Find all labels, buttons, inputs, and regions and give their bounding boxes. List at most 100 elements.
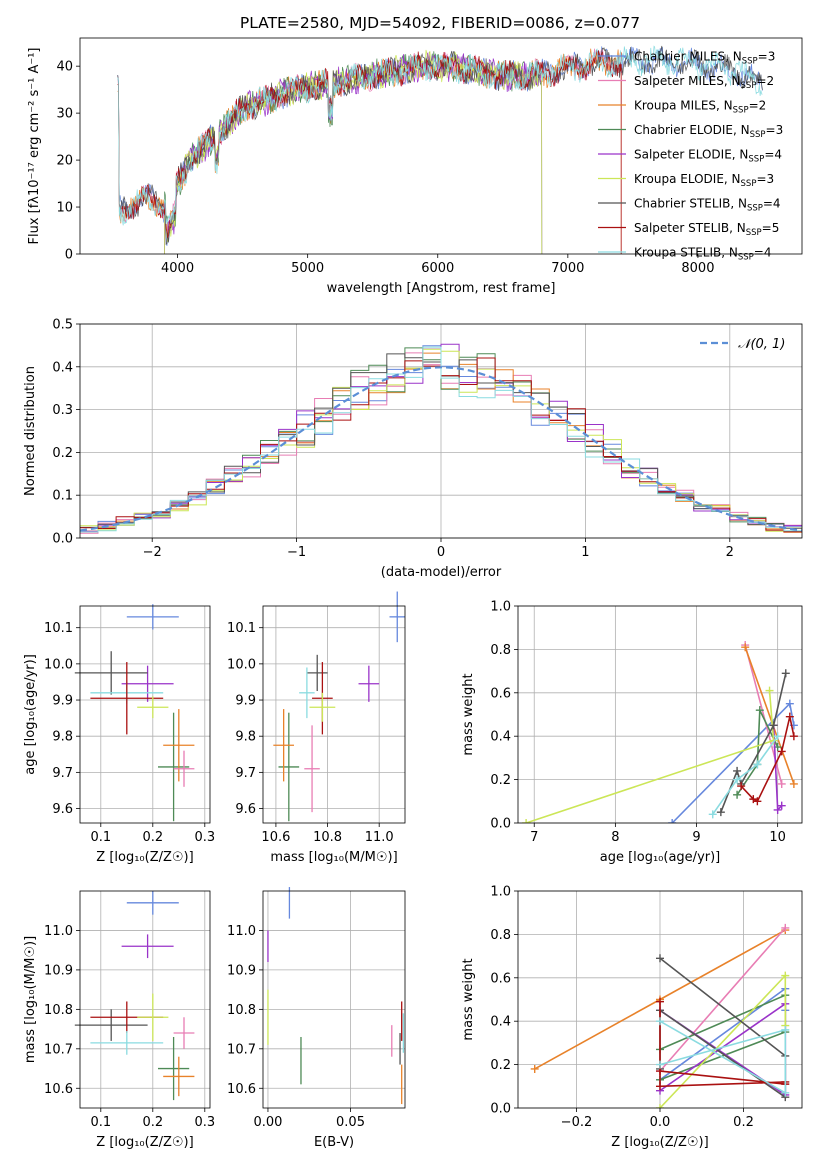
- weight-marker: [749, 795, 758, 804]
- x-tick-label: 0.3: [194, 1115, 215, 1130]
- data-point-ks: [90, 1031, 164, 1055]
- weight-marker: [753, 760, 762, 769]
- x-tick-label: 5000: [291, 261, 324, 276]
- weight-marker: [522, 819, 531, 823]
- x-tick-label: 8: [611, 830, 619, 845]
- y-axis-label: Flux [fλ10⁻¹⁷ erg cm⁻² s⁻¹ A⁻¹]: [27, 48, 42, 245]
- x-tick-label: −0.2: [561, 1115, 593, 1130]
- y-tick-label: 10.1: [227, 621, 256, 636]
- y-tick-label: 20: [56, 154, 73, 169]
- y-tick-label: 0.0: [490, 817, 511, 832]
- data-point-cs: [74, 651, 148, 695]
- x-axis-label: wavelength [Angstrom, rest frame]: [327, 281, 556, 296]
- weight-marker: [769, 721, 778, 730]
- data-point-ce: [278, 712, 300, 822]
- y-tick-label: 10.9: [227, 963, 256, 978]
- weight-line-ce: [736, 709, 779, 796]
- plot-area-age_vs_mass: [273, 591, 405, 822]
- x-tick-label: 10: [769, 830, 786, 845]
- x-tick-label: 10.6: [261, 830, 290, 845]
- y-tick-label: 10.0: [44, 657, 73, 672]
- legend-label: Kroupa ELODIE, NSSP=3: [634, 172, 774, 189]
- y-tick-label: 10.0: [227, 657, 256, 672]
- data-point-cm: [389, 591, 405, 643]
- data-point-se: [121, 934, 174, 959]
- weight-line-cm: [659, 987, 787, 1081]
- x-tick-label: 0.1: [90, 1115, 111, 1130]
- data-point-sm: [173, 1017, 195, 1049]
- x-tick-label: 1: [581, 545, 589, 560]
- x-tick-label: 10.8: [313, 830, 342, 845]
- axes-frame: [79, 890, 211, 1109]
- y-tick-label: 0.1: [52, 489, 73, 504]
- x-axis-label: E(B-V): [314, 1135, 354, 1150]
- y-tick-label: 30: [56, 107, 73, 122]
- weight-marker: [716, 808, 725, 817]
- axes-spectrum: 4000 5000 6000 7000 8000 0 10 20 30 40 wavelength …: [27, 37, 803, 296]
- weight-marker: [785, 712, 794, 721]
- data-point-ss: [90, 662, 164, 735]
- x-tick-label: 9: [692, 830, 700, 845]
- y-tick-label: 0.0: [490, 1102, 511, 1117]
- y-tick-label: 0.6: [490, 686, 511, 701]
- weight-marker: [789, 779, 798, 788]
- weight-marker: [733, 766, 742, 775]
- y-tick-label: 10.6: [227, 1082, 256, 1097]
- weight-line-cs: [659, 957, 787, 1099]
- y-tick-label: 0.2: [490, 1058, 511, 1073]
- x-axis-label: Z [log₁₀(Z/Z☉)]: [96, 1135, 193, 1150]
- weight-marker: [781, 923, 790, 932]
- legend-label: Kroupa MILES, NSSP=2: [634, 99, 766, 116]
- data-point-cm: [126, 891, 179, 915]
- axes-frame: [79, 605, 211, 824]
- x-tick-label: 7: [530, 830, 538, 845]
- figure-title: PLATE=2580, MJD=54092, FIBERID=0086, z=0…: [240, 14, 640, 32]
- x-tick-label: 8000: [681, 261, 714, 276]
- axes-weight_vs_Z: −0.2 0.0 0.2 0.0 0.2 0.4 0.6 0.8 1.0 Z [log₁₀(Z/Z…: [461, 885, 803, 1150]
- y-tick-label: 0.3: [52, 403, 73, 418]
- y-tick-label: 0.4: [52, 360, 73, 375]
- data-point-cs: [306, 654, 328, 691]
- y-tick-label: 11.0: [44, 924, 73, 939]
- plot-area-mass_vs_Z: [74, 891, 195, 1101]
- legend-label: 𝒩(0, 1): [738, 337, 785, 352]
- axes-frame: [79, 37, 803, 255]
- y-tick-label: 9.9: [52, 694, 73, 709]
- weight-marker: [656, 954, 664, 963]
- axes-residuals: −2 −1 0 1 2 0.0 0.1 0.2 0.3 0.4 0.5 (data-model)/er…: [23, 318, 803, 580]
- x-tick-label: 4000: [161, 261, 194, 276]
- x-axis-label: Z [log₁₀(Z/Z☉)]: [611, 1135, 708, 1150]
- y-axis-label: mass weight: [461, 958, 476, 1040]
- axes-frame: [517, 605, 803, 824]
- x-tick-label: 0.00: [253, 1115, 282, 1130]
- data-point-ce: [158, 1036, 190, 1101]
- y-tick-label: 9.6: [235, 802, 256, 817]
- y-tick-label: 9.9: [235, 694, 256, 709]
- weight-marker: [773, 732, 782, 741]
- y-tick-label: 11.0: [227, 924, 256, 939]
- plot-area-residuals: [79, 343, 803, 534]
- weight-marker: [708, 810, 717, 819]
- weight-marker: [656, 997, 664, 1006]
- weight-marker: [785, 699, 794, 708]
- weight-line-km: [744, 646, 795, 785]
- x-tick-label: −1: [287, 545, 306, 560]
- data-point-km: [163, 1056, 195, 1097]
- y-tick-label: 0.4: [490, 1015, 511, 1030]
- weight-marker: [777, 801, 786, 810]
- data-point-km: [273, 709, 294, 782]
- y-tick-label: 0: [65, 248, 73, 263]
- data-point-cm: [126, 604, 179, 630]
- spectrum-line: [117, 46, 763, 246]
- normal-reference-curve: [79, 366, 803, 532]
- weight-line-ks: [712, 735, 779, 815]
- x-tick-label: 0.2: [142, 1115, 163, 1130]
- weight-marker: [765, 686, 774, 695]
- weight-line-ss: [659, 1001, 787, 1088]
- y-tick-label: 10.7: [44, 1042, 73, 1057]
- x-tick-label: 2: [726, 545, 734, 560]
- x-tick-label: 11.0: [365, 830, 394, 845]
- y-tick-label: 1.0: [490, 600, 511, 615]
- y-tick-label: 0.0: [52, 532, 73, 547]
